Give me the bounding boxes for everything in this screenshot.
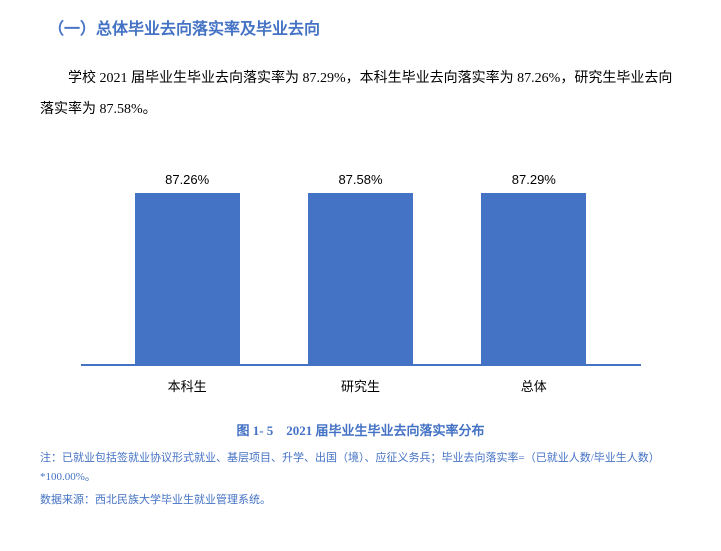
x-label-0: 本科生 — [117, 376, 257, 395]
bar-1 — [308, 193, 413, 364]
bar-value-label: 87.26% — [165, 172, 209, 187]
figure-caption: 图 1- 5 2021 届毕业生毕业去向落实率分布 — [40, 420, 681, 439]
x-axis-labels: 本科生 研究生 总体 — [81, 366, 641, 395]
body-paragraph: 学校 2021 届毕业生毕业去向落实率为 87.29%，本科生毕业去向落实率为 … — [40, 64, 681, 126]
bar-value-label: 87.29% — [512, 172, 556, 187]
bar-group-2: 87.29% — [464, 172, 604, 363]
x-label-1: 研究生 — [290, 376, 430, 395]
bar-group-1: 87.58% — [290, 172, 430, 364]
bar-group-0: 87.26% — [117, 172, 257, 363]
note-line-1: 注：已就业包括签就业协议形式就业、基层项目、升学、出国（境）、应征义务兵；毕业去… — [40, 449, 681, 489]
bar-2 — [481, 193, 586, 363]
x-label-2: 总体 — [464, 376, 604, 395]
bar-0 — [135, 193, 240, 363]
bar-chart: 87.26% 87.58% 87.29% 本科生 研究生 总体 — [81, 146, 641, 395]
section-heading: （一）总体毕业去向落实率及毕业去向 — [48, 15, 681, 39]
bar-value-label: 87.58% — [338, 172, 382, 187]
chart-plot-area: 87.26% 87.58% 87.29% — [81, 146, 641, 366]
note-line-2: 数据来源：西北民族大学毕业生就业管理系统。 — [40, 491, 681, 511]
